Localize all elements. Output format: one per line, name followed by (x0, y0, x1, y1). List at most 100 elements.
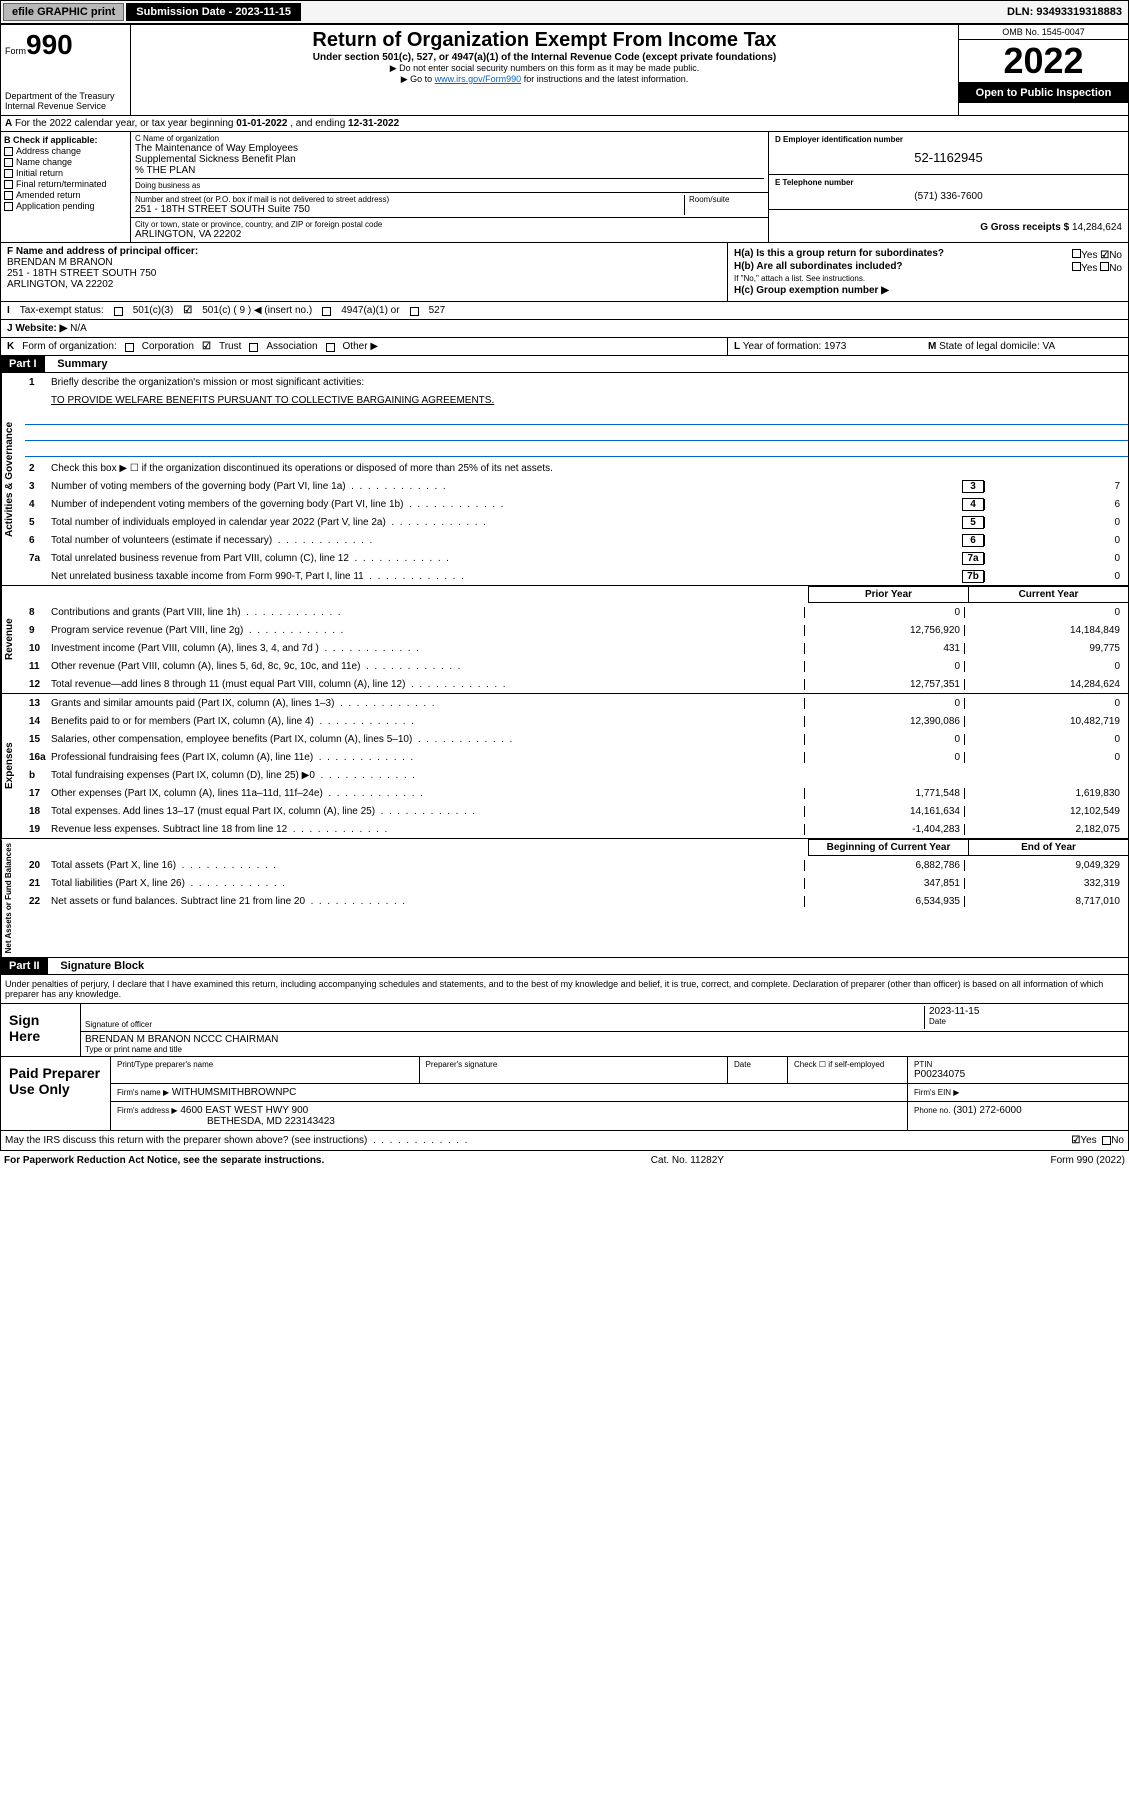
discuss-yes: Yes (1080, 1135, 1096, 1146)
lbl-527: 527 (429, 305, 446, 316)
entity-block: B Check if applicable: Address change Na… (0, 132, 1129, 243)
chk-4947[interactable] (322, 307, 331, 316)
line-a-text: For the 2022 calendar year, or tax year … (15, 118, 236, 129)
check-icon: ☑ (202, 341, 211, 352)
chk-other[interactable] (326, 343, 335, 352)
hb-yes: Yes (1081, 263, 1097, 274)
instruction-1: ▶ Do not enter social security numbers o… (135, 63, 954, 74)
sign-here-block: Sign Here Signature of officer 2023-11-1… (0, 1004, 1129, 1057)
ha-yes-chk[interactable] (1072, 249, 1081, 258)
org-address: 251 - 18TH STREET SOUTH Suite 750 (135, 204, 684, 215)
chk-final-return[interactable] (4, 180, 13, 189)
q1-text: Briefly describe the organization's miss… (51, 377, 364, 388)
chk-name-change[interactable] (4, 158, 13, 167)
sign-here-label: Sign Here (1, 1004, 81, 1056)
prep-sig-label: Preparer's signature (426, 1060, 722, 1069)
chk-assoc[interactable] (249, 343, 258, 352)
summary-row: 22Net assets or fund balances. Subtract … (25, 892, 1128, 910)
form-header: Form990 Department of the Treasury Inter… (0, 24, 1129, 116)
summary-row: 3Number of voting members of the governi… (25, 477, 1128, 495)
chk-corp[interactable] (125, 343, 134, 352)
summary-row: 12Total revenue—add lines 8 through 11 (… (25, 675, 1128, 693)
penalty-statement: Under penalties of perjury, I declare th… (0, 975, 1129, 1004)
part-i-title: Summary (47, 358, 107, 370)
summary-row: 20Total assets (Part X, line 16)6,882,78… (25, 856, 1128, 874)
domicile: VA (1043, 341, 1056, 352)
firm-addr-label: Firm's address ▶ (117, 1106, 178, 1115)
date-label: Date (929, 1017, 1124, 1026)
lbl-app-pending: Application pending (16, 201, 95, 211)
m-label: M (928, 341, 936, 352)
ptin-label: PTIN (914, 1060, 1122, 1069)
section-j: J Website: ▶ N/A (0, 320, 1129, 338)
part-ii-label: Part II (1, 958, 48, 974)
summary-revenue: Revenue Prior Year Current Year 8Contrib… (0, 586, 1129, 694)
discuss-no: No (1111, 1135, 1124, 1146)
irs-form990-link[interactable]: www.irs.gov/Form990 (435, 74, 522, 84)
irs-label: Internal Revenue Service (5, 101, 126, 111)
chk-527[interactable] (410, 307, 419, 316)
l-text: Year of formation: (743, 341, 822, 352)
summary-row: 8Contributions and grants (Part VIII, li… (25, 603, 1128, 621)
hb-no-chk[interactable] (1100, 262, 1109, 271)
summary-netassets: Net Assets or Fund Balances Beginning of… (0, 839, 1129, 958)
org-name-2: Supplemental Sickness Benefit Plan (135, 154, 764, 165)
footer-form: Form 990 (2022) (1051, 1155, 1125, 1166)
city-label: City or town, state or province, country… (135, 220, 764, 229)
summary-expenses: Expenses 13Grants and similar amounts pa… (0, 694, 1129, 839)
e-phone-label: E Telephone number (775, 178, 1122, 187)
ty-begin: 01-01-2022 (236, 118, 287, 129)
chk-app-pending[interactable] (4, 202, 13, 211)
m-text: State of legal domicile: (939, 341, 1040, 352)
summary-row: 10Investment income (Part VIII, column (… (25, 639, 1128, 657)
check-icon: ☑ (1071, 1135, 1080, 1146)
officer-addr2: ARLINGTON, VA 22202 (7, 279, 721, 290)
efile-print-button[interactable]: efile GRAPHIC print (3, 3, 124, 21)
firm-name: WITHUMSMITHBROWNPC (172, 1087, 296, 1098)
room-label: Room/suite (689, 195, 764, 204)
firm-addr2: BETHESDA, MD 223143423 (117, 1116, 335, 1127)
hb-yes-chk[interactable] (1072, 262, 1081, 271)
org-name-3: % THE PLAN (135, 165, 764, 176)
summary-row: 14Benefits paid to or for members (Part … (25, 712, 1128, 730)
lbl-4947: 4947(a)(1) or (341, 305, 399, 316)
footer-cat: Cat. No. 11282Y (651, 1155, 724, 1166)
prep-name-label: Print/Type preparer's name (117, 1060, 413, 1069)
section-f-h: F Name and address of principal officer:… (0, 243, 1129, 302)
prep-date-label: Date (734, 1060, 781, 1069)
self-employed-chk: Check ☐ if self-employed (794, 1060, 901, 1069)
f-label: F Name and address of principal officer: (7, 246, 721, 257)
lbl-address-change: Address change (16, 146, 81, 156)
officer-name-title: BRENDAN M BRANON NCCC CHAIRMAN (85, 1034, 1124, 1045)
part-ii-title: Signature Block (50, 960, 144, 972)
part-ii-header: Part II Signature Block (0, 958, 1129, 975)
inst2-pre: ▶ Go to (401, 74, 435, 84)
l-label: L (734, 341, 740, 352)
top-bar: efile GRAPHIC print Submission Date - 20… (0, 0, 1129, 24)
chk-501c3[interactable] (114, 307, 123, 316)
firm-phone: (301) 272-6000 (953, 1105, 1021, 1116)
tab-revenue: Revenue (1, 586, 25, 693)
lbl-501c: 501(c) ( 9 ) ◀ (insert no.) (202, 305, 312, 316)
firm-addr1: 4600 EAST WEST HWY 900 (180, 1105, 308, 1116)
footer-left: For Paperwork Reduction Act Notice, see … (4, 1155, 324, 1166)
chk-address-change[interactable] (4, 147, 13, 156)
check-icon: ☑ (183, 305, 192, 316)
summary-row: 16aProfessional fundraising fees (Part I… (25, 748, 1128, 766)
summary-row: 18Total expenses. Add lines 13–17 (must … (25, 802, 1128, 820)
paid-preparer-block: Paid Preparer Use Only Print/Type prepar… (0, 1057, 1129, 1131)
irs-discuss-row: May the IRS discuss this return with the… (0, 1131, 1129, 1151)
col-prior-year: Prior Year (808, 586, 968, 603)
k-label: K (7, 341, 14, 352)
col-boy: Beginning of Current Year (808, 839, 968, 856)
chk-amended[interactable] (4, 191, 13, 200)
discuss-no-chk[interactable] (1102, 1136, 1111, 1145)
hb-label: H(b) Are all subordinates included? (734, 261, 903, 272)
chk-initial-return[interactable] (4, 169, 13, 178)
line-a-mid: , and ending (290, 118, 348, 129)
org-name-1: The Maintenance of Way Employees (135, 143, 764, 154)
year-formed: 1973 (824, 341, 846, 352)
addr-label: Number and street (or P.O. box if mail i… (135, 195, 684, 204)
submission-date-label: Submission Date - 2023-11-15 (126, 3, 301, 21)
sig-officer-label: Signature of officer (85, 1020, 924, 1029)
